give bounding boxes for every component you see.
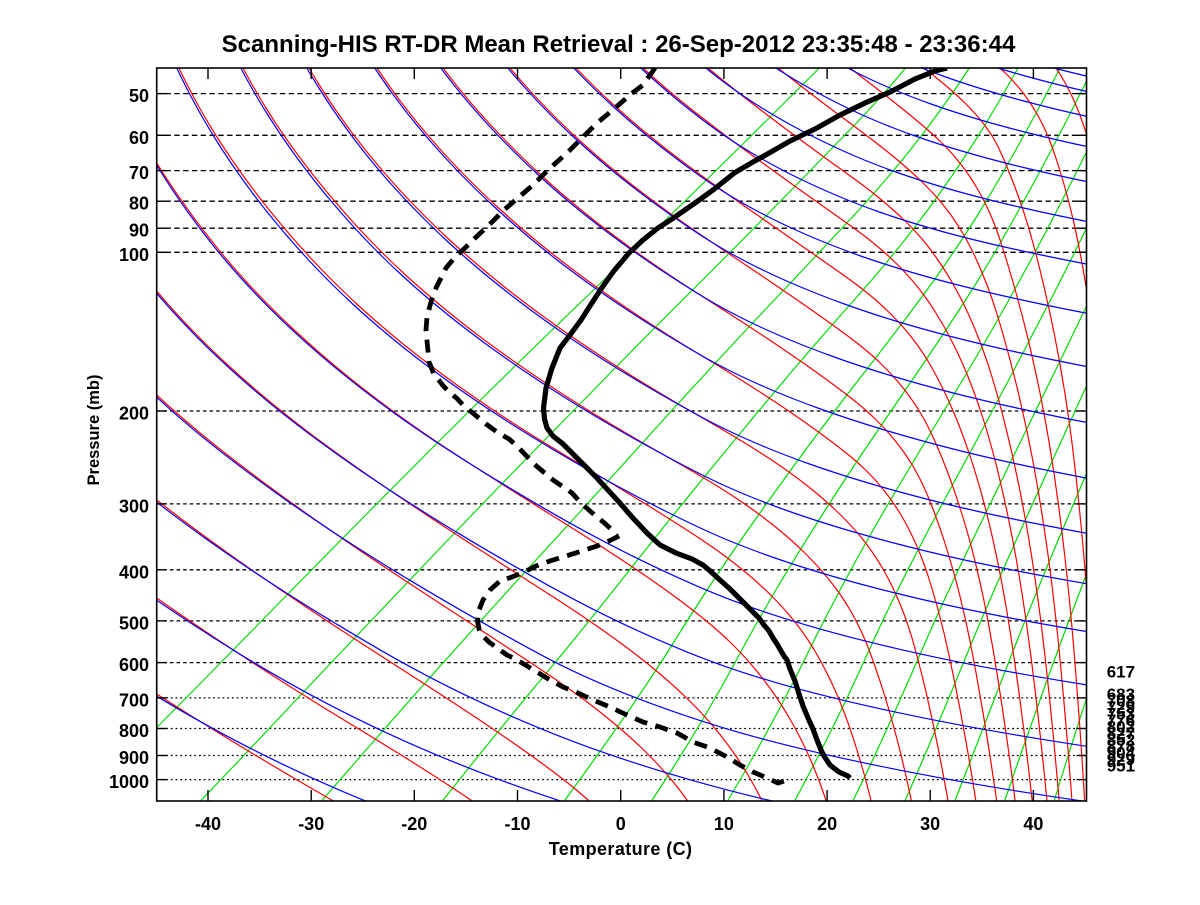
svg-text:929: 929	[1107, 750, 1135, 769]
svg-text:50: 50	[129, 86, 149, 106]
svg-text:400: 400	[119, 562, 149, 582]
svg-text:802: 802	[1107, 718, 1135, 737]
svg-text:683: 683	[1107, 685, 1135, 704]
svg-text:-20: -20	[401, 814, 427, 834]
svg-text:70: 70	[129, 163, 149, 183]
svg-text:500: 500	[119, 613, 149, 633]
svg-text:-40: -40	[195, 814, 221, 834]
svg-text:904: 904	[1107, 744, 1136, 763]
svg-text:753: 753	[1107, 705, 1135, 724]
svg-text:200: 200	[119, 404, 149, 424]
svg-text:Pressure (mb): Pressure (mb)	[85, 375, 103, 486]
svg-text:Scanning-HIS RT-DR Mean Retrie: Scanning-HIS RT-DR Mean Retrieval : 26-S…	[222, 31, 1016, 58]
svg-text:300: 300	[119, 496, 149, 516]
svg-text:10: 10	[714, 814, 734, 834]
svg-text:827: 827	[1107, 724, 1135, 743]
svg-text:617: 617	[1107, 663, 1135, 682]
svg-text:-10: -10	[504, 814, 530, 834]
svg-text:852: 852	[1107, 731, 1135, 750]
svg-text:0: 0	[616, 814, 626, 834]
svg-text:30: 30	[920, 814, 940, 834]
svg-text:951: 951	[1107, 757, 1135, 776]
svg-text:80: 80	[129, 194, 149, 214]
svg-text:900: 900	[119, 748, 149, 768]
svg-text:1000: 1000	[109, 772, 149, 792]
svg-text:600: 600	[119, 655, 149, 675]
svg-text:708: 708	[1107, 692, 1135, 711]
svg-text:100: 100	[119, 245, 149, 265]
svg-text:729: 729	[1107, 698, 1135, 717]
svg-text:878: 878	[1107, 737, 1135, 756]
svg-text:90: 90	[129, 221, 149, 241]
svg-text:700: 700	[119, 690, 149, 710]
svg-text:776: 776	[1107, 711, 1135, 730]
svg-text:800: 800	[119, 721, 149, 741]
svg-text:20: 20	[817, 814, 837, 834]
svg-text:Temperature (C): Temperature (C)	[549, 839, 693, 859]
svg-text:-30: -30	[298, 814, 324, 834]
svg-text:40: 40	[1023, 814, 1043, 834]
svg-text:60: 60	[129, 128, 149, 148]
